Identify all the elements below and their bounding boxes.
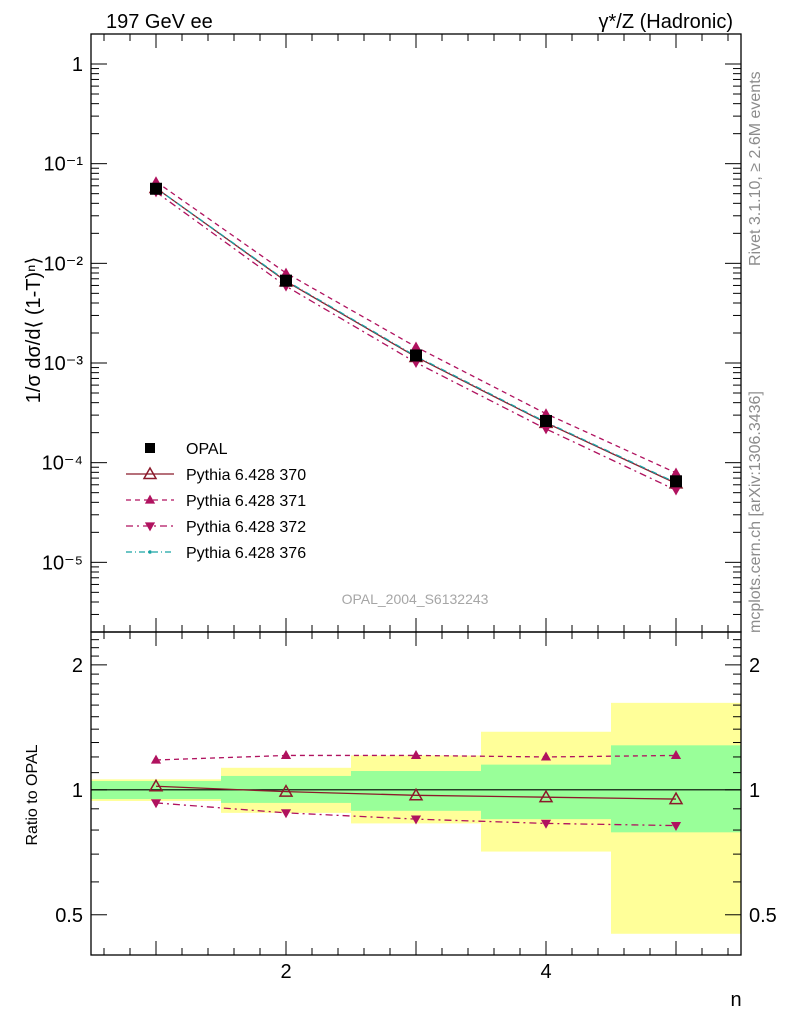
ratio-point-s2-n2 [280,750,292,760]
legend-marker-5 [148,550,152,554]
legend-label-5: Pythia 6.428 376 [186,545,306,562]
header-left: 197 GeV ee [106,11,213,33]
main-plot: 1 10⁻¹ 10⁻² 10⁻³ 10⁻⁴ 10⁻⁵ [42,33,742,633]
main-point-s1-n2 [280,274,292,287]
ratio-y-tick-label-right-1: 1 [749,780,760,802]
y-tick-label-3: 10⁻³ [44,353,84,375]
ratio-point-s3-n2 [280,809,292,819]
main-line-series-3 [155,181,677,474]
green-band-bin-3 [351,771,481,811]
analysis-watermark: OPAL_2004_S6132243 [342,591,489,607]
y-tick-label-0: 1 [72,54,83,76]
ratio-uncertainty-bands [91,702,741,934]
y-tick-label-5: 10⁻⁵ [42,552,83,574]
ratio-y-tick-label-left-0: 0.5 [55,905,83,927]
legend-label-2: Pythia 6.428 370 [186,467,306,484]
ratio-y-tick-label-right-0: 0.5 [749,905,777,927]
ratio-line-series-1 [155,785,677,800]
main-point-s4-n5 [670,486,682,496]
legend-label-4: Pythia 6.428 372 [186,519,306,536]
y-tick-label-1: 10⁻¹ [44,154,84,176]
legend-marker-1 [145,443,155,453]
legend-marker-2 [142,466,158,480]
main-point-s1-n3 [410,349,422,362]
ratio-point-s2-n5 [670,750,682,760]
ratio-point-s3-n5 [670,821,682,831]
y-tick-label-2: 10⁻² [44,253,84,275]
main-line-series-4 [155,191,677,491]
ratio-line-series-2 [155,754,677,761]
ratio-y-tick-label-left-1: 1 [72,780,83,802]
main-point-s1-n4 [540,414,552,427]
ratio-point-s1-n3 [408,787,424,801]
ratio-point-s3-n1 [150,799,162,809]
ratio-point-s2-n3 [410,750,422,760]
ratio-point-s2-n1 [150,754,162,764]
mcplots-credit: mcplots.cern.ch [arXiv:1306.3436] [747,391,764,633]
ratio-y-axis-label: Ratio to OPAL [24,744,41,845]
ratio-point-s1-n5 [668,791,684,805]
ratio-y-tick-label-left-2: 2 [72,655,83,677]
main-point-s3-n3 [410,341,422,351]
ratio-point-s2-n4 [540,751,552,761]
ratio-point-s1-n2 [278,784,294,797]
x-tick-label-4: 4 [540,961,551,983]
rivet-info: Rivet 3.1.10, ≥ 2.6M events [747,71,764,266]
header-right: γ*/Z (Hadronic) [599,11,733,33]
ratio-point-s1-n1 [148,778,164,792]
ratio-point-s1-n4 [538,789,554,803]
legend-label-1: OPAL [186,441,228,458]
main-line-series-5 [155,187,677,484]
x-axis-label: n [730,989,741,1011]
main-point-s1-n1 [150,182,162,195]
main-point-s3-n5 [670,467,682,477]
legend-marker-3 [144,494,156,504]
ratio-plot: 2 4 0.5 0.5 1 1 2 2 [55,631,777,983]
main-point-s1-n5 [670,475,682,488]
green-band-bin-5 [611,745,741,833]
main-frame [90,33,742,633]
main-line-series-2 [155,187,677,484]
legend-marker-4 [144,522,156,532]
main-point-s3-n2 [280,267,292,277]
ratio-point-s3-n3 [410,815,422,825]
y-tick-label-4: 10⁻⁴ [42,453,83,475]
main-point-s4-n4 [540,425,552,435]
main-y-axis-label: 1/σ dσ/d⟨ (1-T)ⁿ⟩ [23,257,45,404]
ratio-y-tick-label-right-2: 2 [749,655,760,677]
ratio-point-s3-n4 [540,819,552,829]
legend: OPAL Pythia 6.428 370 Pythia 6.428 371 Pyth… [126,441,306,562]
x-tick-label-2: 2 [280,961,291,983]
legend-label-3: Pythia 6.428 371 [186,493,306,510]
